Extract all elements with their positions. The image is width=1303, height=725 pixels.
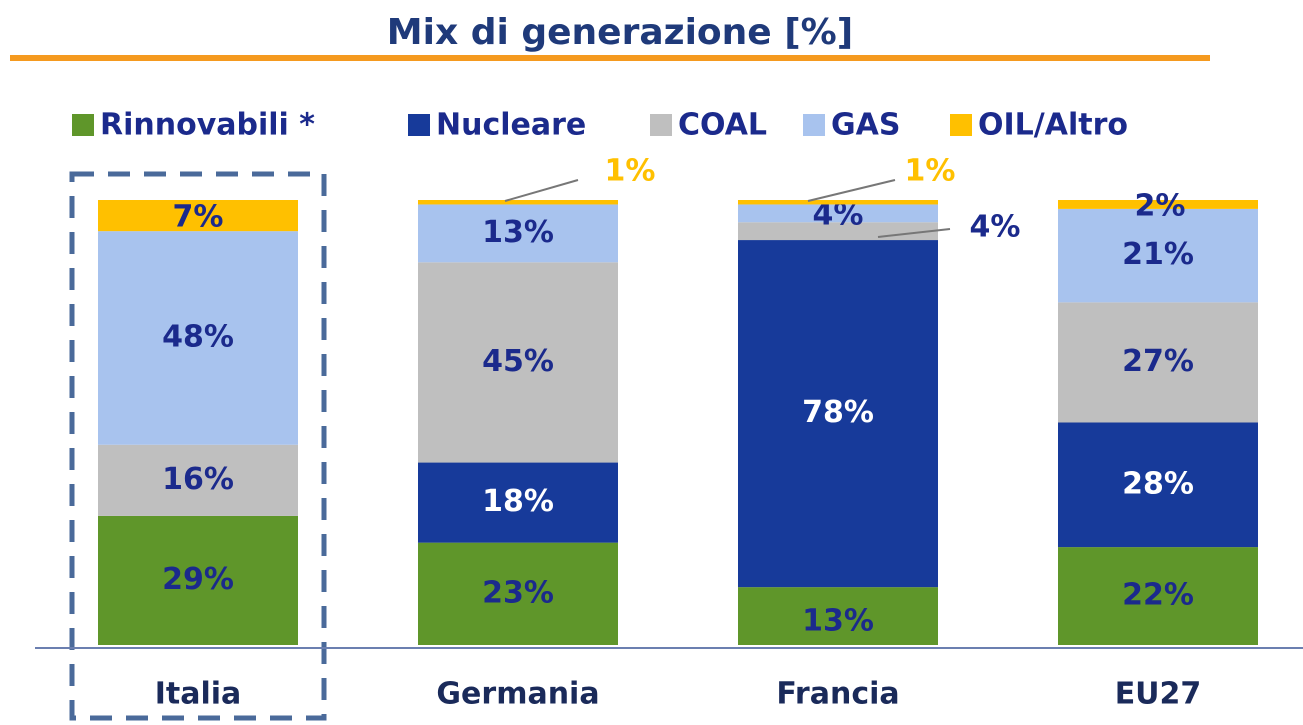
bar-segment: [1058, 200, 1258, 209]
bar-segment: [98, 515, 298, 645]
data-label: 1%: [605, 154, 656, 189]
x-tick-label: EU27: [1115, 677, 1202, 712]
bar-segment: [418, 542, 618, 645]
chart-title: Mix di generazione [%]: [387, 12, 853, 53]
legend-label: Rinnovabili *: [100, 108, 315, 143]
x-tick-label: Francia: [776, 677, 899, 712]
bar-segment: [418, 200, 618, 205]
bar-segment: [98, 231, 298, 445]
legend-swatch: [650, 114, 672, 136]
legend-label: Nucleare: [436, 108, 586, 143]
data-label: 18%: [482, 484, 554, 519]
data-label: 23%: [482, 575, 554, 610]
data-label: 21%: [1122, 237, 1194, 272]
highlight-box: [69, 171, 327, 721]
data-label: 48%: [162, 319, 234, 354]
legend-label: GAS: [831, 108, 900, 143]
bar-segment: [98, 444, 298, 516]
data-label: 22%: [1122, 578, 1194, 613]
bar-segment: [418, 204, 618, 263]
bar-segment: [1058, 302, 1258, 423]
data-label: 4%: [970, 210, 1021, 245]
leader-line: [877, 228, 951, 238]
bar-segment: [738, 204, 938, 223]
legend-swatch: [408, 114, 430, 136]
data-label: 29%: [162, 562, 234, 597]
data-label: 45%: [482, 344, 554, 379]
leader-line: [807, 179, 896, 202]
bar-segment: [98, 200, 298, 232]
leader-line: [504, 179, 579, 202]
legend-swatch: [803, 114, 825, 136]
bar-segment: [1058, 547, 1258, 645]
data-label: 1%: [905, 154, 956, 189]
legend-label: COAL: [678, 108, 767, 143]
bar-segment: [738, 240, 938, 588]
legend-label: OIL/Altro: [978, 108, 1128, 143]
bar-segment: [418, 462, 618, 543]
bar-segment: [738, 587, 938, 645]
bar-segment: [418, 262, 618, 463]
data-label: 13%: [802, 604, 874, 639]
data-label: 2%: [1135, 189, 1186, 224]
data-label: 13%: [482, 215, 554, 250]
title-underline: [10, 55, 1210, 61]
legend-swatch: [72, 114, 94, 136]
data-label: 28%: [1122, 466, 1194, 501]
data-label: 16%: [162, 462, 234, 497]
bar-segment: [1058, 208, 1258, 303]
bar-segment: [1058, 422, 1258, 548]
x-tick-label: Germania: [436, 677, 599, 712]
bar-segment: [738, 200, 938, 205]
data-label: 7%: [173, 200, 224, 235]
data-label: 27%: [1122, 344, 1194, 379]
x-tick-label: Italia: [155, 677, 242, 712]
data-label: 78%: [802, 395, 874, 430]
legend-swatch: [950, 114, 972, 136]
